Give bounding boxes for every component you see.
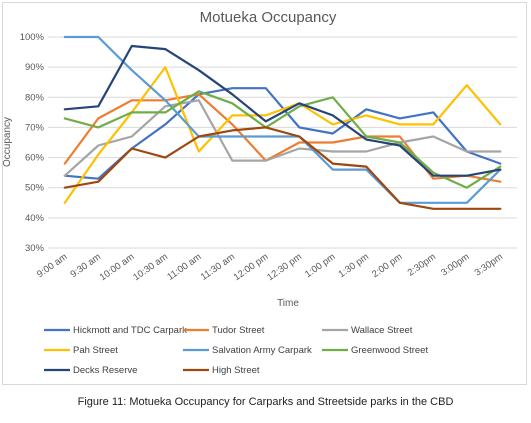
- x-tick-label: 10:30 am: [131, 251, 170, 283]
- legend-label-high-street: High Street: [212, 365, 260, 376]
- x-tick-label: 3:30pm: [473, 251, 505, 278]
- series-line-decks-reserve: [63, 44, 502, 177]
- x-tick-label: 2:00 pm: [370, 251, 404, 280]
- y-axis-title: Occupancy: [2, 117, 13, 167]
- series-line-greenwood-street: [63, 90, 502, 189]
- legend-label-decks-reserve: Decks Reserve: [73, 365, 137, 376]
- y-tick-label: 90%: [25, 62, 45, 73]
- gridlines: [48, 36, 517, 249]
- occupancy-line-chart: Motueka Occupancy 30% 40% 50% 60% 70% 80% 90% 1…: [2, 9, 517, 376]
- x-tick-label: 11:00 am: [165, 251, 203, 282]
- y-tick-label: 100%: [20, 32, 45, 43]
- legend-label-greenwood-street: Greenwood Street: [351, 345, 428, 356]
- legend-label-tudor-street: Tudor Street: [212, 325, 265, 336]
- series-line-salvation-army-carpark: [63, 35, 502, 204]
- x-tick-label: 2:30pm: [406, 251, 438, 278]
- series-lines: [63, 35, 502, 210]
- legend-label-salvation-army-carpark: Salvation Army Carpark: [212, 345, 312, 356]
- legend: Hickmott and TDC Carpark Tudor Street Wall…: [44, 325, 428, 376]
- y-tick-label: 60%: [25, 153, 45, 164]
- y-tick-label: 70%: [25, 122, 45, 133]
- chart-title: Motueka Occupancy: [200, 9, 337, 26]
- y-tick-label: 50%: [25, 183, 45, 194]
- series-line-wallace-street: [63, 99, 502, 177]
- x-tick-label: 10:00 am: [98, 251, 137, 283]
- y-tick-label: 80%: [25, 92, 45, 103]
- x-tick-label: 12:00 pm: [232, 251, 271, 283]
- x-axis-title: Time: [277, 298, 299, 309]
- x-tick-label: 11:30 am: [199, 251, 237, 282]
- figure-caption: Figure 11: Motueka Occupancy for Carpark…: [77, 396, 454, 408]
- series-line-hickmott-and-tdc-carpark: [63, 87, 502, 180]
- x-tick-label: 12:30 pm: [265, 251, 304, 283]
- x-tick-label: 3:00pm: [439, 251, 471, 278]
- x-tick-label: 9:00 am: [35, 251, 69, 280]
- x-tick-label: 1:00 pm: [303, 251, 337, 280]
- legend-label-pah-street: Pah Street: [73, 345, 118, 356]
- y-axis-ticks: 30% 40% 50% 60% 70% 80% 90% 100%: [20, 32, 45, 254]
- legend-label-wallace-street: Wallace Street: [351, 325, 413, 336]
- y-tick-label: 30%: [25, 243, 45, 254]
- series-line-pah-street: [63, 65, 502, 204]
- chart-frame: [2, 2, 527, 385]
- y-tick-label: 40%: [25, 213, 45, 224]
- series-line-high-street: [63, 126, 502, 210]
- x-tick-label: 1:30 pm: [337, 251, 371, 280]
- legend-label-hickmott-and-tdc-carpark: Hickmott and TDC Carpark: [73, 325, 187, 336]
